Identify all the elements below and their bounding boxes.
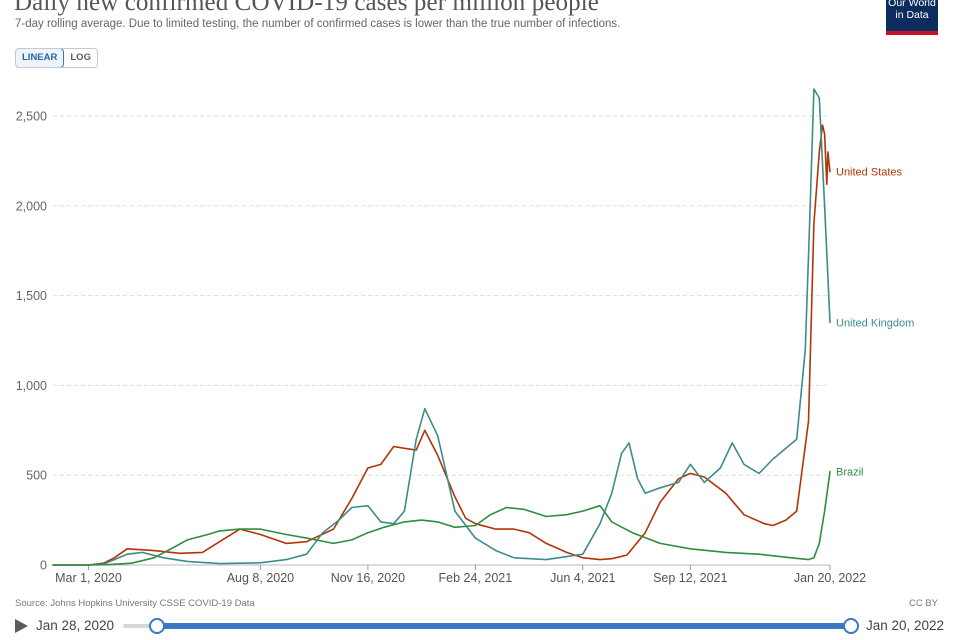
x-tick-label: Feb 24, 2021 (439, 571, 513, 585)
source-note[interactable]: Source: Johns Hopkins University CSSE CO… (15, 598, 255, 609)
series-line-united-states (52, 124, 831, 566)
series-label-united-kingdom: United Kingdom (836, 318, 914, 330)
owid-logo[interactable]: Our World in Data (886, 0, 938, 35)
timeline-end-label: Jan 20, 2022 (866, 618, 945, 633)
y-tick-label: 1,500 (16, 289, 47, 303)
y-tick-label: 2,000 (16, 199, 47, 213)
chart-title: Daily new confirmed COVID-19 cases per m… (14, 0, 599, 16)
timeline-start-handle[interactable] (149, 618, 165, 634)
linear-scale-button[interactable]: LINEAR (15, 49, 65, 67)
y-axis-ticks: 0 500 1,000 1,500 2,000 2,500 (16, 110, 47, 573)
play-button-icon[interactable] (15, 619, 28, 633)
series-lines (52, 88, 831, 566)
y-tick-label: 1,000 (16, 379, 47, 393)
series-label-united-states: United States (836, 167, 903, 179)
gridlines (53, 115, 830, 566)
log-scale-button[interactable]: LOG (70, 52, 91, 63)
series-line-brazil (52, 470, 831, 566)
timeline-end-handle[interactable] (843, 618, 859, 634)
series-line-united-kingdom (52, 88, 831, 566)
y-tick-label: 0 (40, 559, 47, 573)
x-tick-label: Nov 16, 2020 (331, 571, 405, 585)
license-link[interactable]: CC BY (908, 598, 938, 609)
x-tick-label: Sep 12, 2021 (653, 571, 727, 585)
x-axis-ticks: Mar 1, 2020 Aug 8, 2020 Nov 16, 2020 Feb 24… (55, 565, 866, 585)
timeline-start-label: Jan 28, 2020 (36, 618, 115, 633)
chart-subtitle: 7-day rolling average. Due to limited te… (15, 18, 621, 30)
scale-toggle: LINEAR LOG (15, 48, 98, 68)
y-tick-label: 500 (26, 469, 47, 483)
x-tick-label: Aug 8, 2020 (227, 571, 294, 585)
series-labels: United States United Kingdom Brazil (836, 167, 914, 479)
x-tick-label: Jan 20, 2022 (794, 571, 866, 585)
series-label-brazil: Brazil (836, 467, 864, 479)
logo-line-2: in Data (895, 9, 929, 21)
x-tick-label: Mar 1, 2020 (55, 571, 122, 585)
y-tick-label: 2,500 (16, 110, 47, 124)
line-chart: 0 500 1,000 1,500 2,000 2,500 Mar 1, 2020 Aug … (16, 88, 914, 585)
x-tick-label: Jun 4, 2021 (550, 571, 615, 585)
timeline-selected-range[interactable] (157, 623, 850, 629)
logo-line-1: Our World (888, 0, 936, 9)
